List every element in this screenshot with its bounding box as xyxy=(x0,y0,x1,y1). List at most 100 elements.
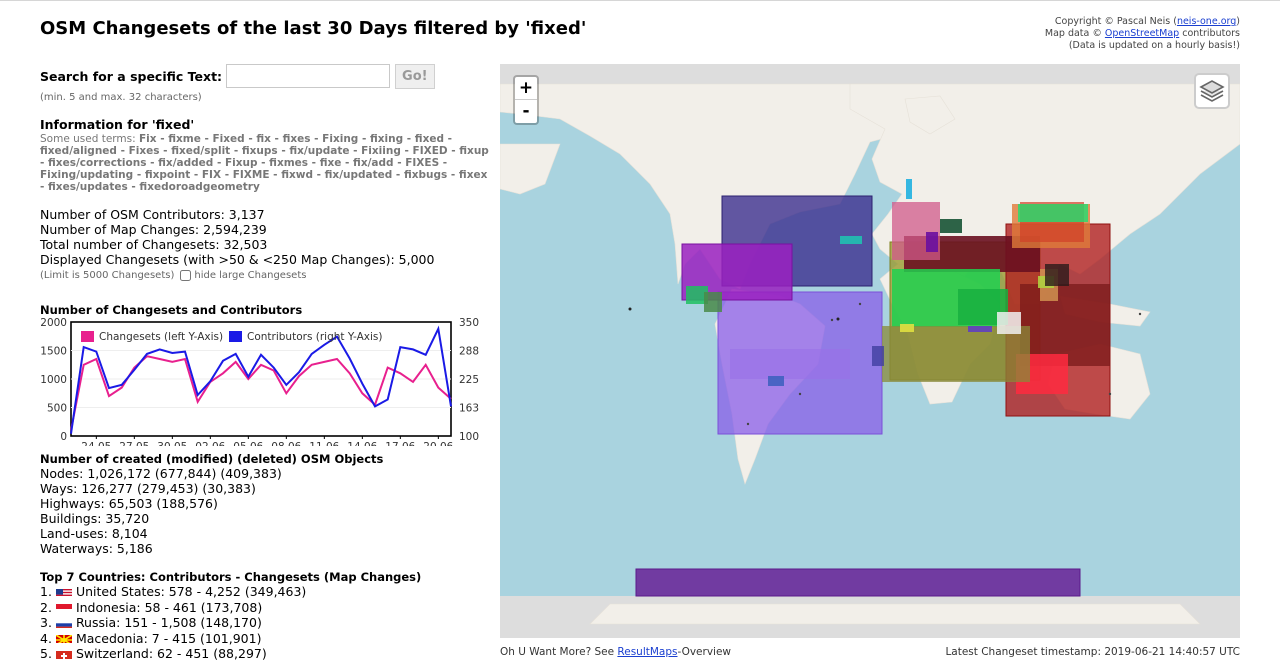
ways-stat: Ways: 126,277 (279,453) (30,383) xyxy=(40,481,256,496)
legend-label: Changesets (left Y-Axis) xyxy=(99,331,223,343)
footer-more: Oh U Want More? See ResultMaps-Overview xyxy=(500,646,731,658)
contributors-count: Number of OSM Contributors: 3,137 xyxy=(40,207,265,222)
legend-swatch xyxy=(229,331,242,342)
limit-row: (Limit is 5000 Changesets) hide large Ch… xyxy=(40,268,490,283)
legend-swatch xyxy=(81,331,94,342)
y-left-tick-label: 1000 xyxy=(40,374,67,386)
resultmaps-link[interactable]: ResultMaps xyxy=(617,646,678,658)
country-rank: 3. xyxy=(40,615,52,630)
neis-one-link[interactable]: neis-one.org xyxy=(1176,16,1237,27)
country-text: Macedonia: 7 - 415 (101,901) xyxy=(75,630,262,646)
displayed-changesets: Displayed Changesets (with >50 & <250 Ma… xyxy=(40,252,435,267)
map-canvas[interactable] xyxy=(500,64,1240,638)
series-line-changesets xyxy=(70,355,452,431)
waterways-stat: Waterways: 5,186 xyxy=(40,541,153,556)
russia-flag-icon xyxy=(55,618,72,628)
left-panel: Search for a specific Text: Go! (min. 5 … xyxy=(40,62,490,662)
series-line-contributors xyxy=(70,325,452,434)
total-changesets: Total number of Changesets: 32,503 xyxy=(40,237,268,252)
country-row: 4. Macedonia: 7 - 415 (101,901) xyxy=(40,631,490,647)
top-countries-title: Top 7 Countries: Contributors - Changese… xyxy=(40,570,422,584)
objects-list: Nodes: 1,026,172 (677,844) (409,383) Way… xyxy=(40,466,490,556)
footer-more-text: Oh U Want More? See xyxy=(500,646,618,658)
country-row: 1. United States: 578 - 4,252 (349,463) xyxy=(40,584,490,600)
terms-list: Fix - fixme - Fixed - fix - fixes - Fixi… xyxy=(40,133,489,193)
y-right-tick-label: 288 xyxy=(459,346,479,358)
country-rank: 2. xyxy=(40,599,52,615)
y-left-tick-label: 500 xyxy=(47,403,67,415)
nodes-stat: Nodes: 1,026,172 (677,844) (409,383) xyxy=(40,466,282,481)
legend-label: Contributors (right Y-Axis) xyxy=(247,331,382,343)
contributors-text: contributors xyxy=(1179,28,1240,39)
country-row: 5. Switzerland: 62 - 451 (88,297) xyxy=(40,646,490,662)
page-title: OSM Changesets of the last 30 Days filte… xyxy=(40,18,587,39)
country-row: 2. Indonesia: 58 - 461 (173,708) xyxy=(40,600,490,616)
country-row: 3. Russia: 151 - 1,508 (148,170) xyxy=(40,615,490,631)
y-right-tick-label: 350 xyxy=(459,318,479,329)
copyright-notice: Copyright © Pascal Neis (neis-one.org) M… xyxy=(1045,16,1240,52)
zoom-control: + - xyxy=(513,75,539,125)
copyright-text-end: ) xyxy=(1236,16,1240,27)
x-tick-label: 14.06 xyxy=(347,441,377,446)
update-note: (Data is updated on a hourly basis!) xyxy=(1068,40,1240,51)
y-left-tick-label: 0 xyxy=(60,431,67,443)
map-changes-count: Number of Map Changes: 2,594,239 xyxy=(40,222,267,237)
country-rank: 5. xyxy=(40,646,52,661)
country-text: Russia: 151 - 1,508 (148,170) xyxy=(75,615,262,630)
x-tick-label: 17.06 xyxy=(385,441,415,446)
y-left-tick-label: 1500 xyxy=(40,346,67,358)
changeset-map[interactable]: + - xyxy=(500,64,1240,638)
us-flag-icon xyxy=(55,587,72,597)
country-rank: 4. xyxy=(40,630,52,646)
top-countries-list: 1. United States: 578 - 4,252 (349,463) … xyxy=(40,584,490,662)
x-tick-label: 27.05 xyxy=(119,441,149,446)
go-button[interactable]: Go! xyxy=(395,63,435,89)
copyright-text: Copyright © Pascal Neis ( xyxy=(1054,16,1177,27)
x-tick-label: 30.05 xyxy=(157,441,187,446)
search-hint: (min. 5 and max. 32 characters) xyxy=(40,92,202,103)
search-input[interactable] xyxy=(226,64,391,88)
top-border xyxy=(0,0,1280,1)
country-text: Switzerland: 62 - 451 (88,297) xyxy=(75,646,267,661)
macedonia-flag-icon xyxy=(55,633,72,644)
y-left-tick-label: 2000 xyxy=(40,318,67,329)
terms-intro: Some used terms: xyxy=(40,133,139,145)
x-tick-label: 08.06 xyxy=(271,441,301,446)
country-text: United States: 578 - 4,252 (349,463) xyxy=(75,584,307,599)
footer-overview-text: -Overview xyxy=(677,646,731,658)
openstreetmap-link[interactable]: OpenStreetMap xyxy=(1104,28,1180,39)
info-title: Information for 'fixed' xyxy=(40,117,195,132)
changeset-boxes[interactable] xyxy=(628,179,1142,597)
search-row: Search for a specific Text: Go! xyxy=(40,62,490,90)
layers-button[interactable] xyxy=(1194,73,1230,109)
limit-note: (Limit is 5000 Changesets) xyxy=(40,270,175,281)
x-tick-label: 02.06 xyxy=(195,441,225,446)
hide-large-checkbox[interactable] xyxy=(180,270,192,281)
chart-title: Number of Changesets and Contributors xyxy=(40,303,303,317)
landuses-stat: Land-uses: 8,104 xyxy=(40,526,148,541)
indonesia-flag-icon xyxy=(55,602,72,613)
x-tick-label: 20.06 xyxy=(423,441,453,446)
hide-large-label[interactable]: hide large Changesets xyxy=(194,270,307,281)
objects-title: Number of created (modified) (deleted) O… xyxy=(40,452,384,466)
y-right-tick-label: 163 xyxy=(459,403,479,415)
y-right-tick-label: 100 xyxy=(459,431,479,443)
layers-icon xyxy=(1199,80,1225,102)
highways-stat: Highways: 65,503 (188,576) xyxy=(40,496,218,511)
switzerland-flag-icon xyxy=(55,649,72,659)
map-data-text: Map data © xyxy=(1044,28,1105,39)
zoom-in-button[interactable]: + xyxy=(515,77,537,100)
x-tick-label: 05.06 xyxy=(233,441,263,446)
country-text: Indonesia: 58 - 461 (173,708) xyxy=(75,599,263,615)
y-right-tick-label: 225 xyxy=(459,374,479,386)
latest-timestamp: Latest Changeset timestamp: 2019-06-21 1… xyxy=(945,646,1240,658)
changesets-chart: 0 500 1000 1500 2000 100 163 225 288 350 24.05 27.0… xyxy=(40,318,479,446)
country-rank: 1. xyxy=(40,584,52,599)
x-tick-label: 11.06 xyxy=(309,441,339,446)
stats-block: Number of OSM Contributors: 3,137 Number… xyxy=(40,207,490,283)
search-label: Search for a specific Text: xyxy=(40,68,223,84)
used-terms: Some used terms: Fix - fixme - Fixed - f… xyxy=(40,133,490,193)
buildings-stat: Buildings: 35,720 xyxy=(40,511,150,526)
x-tick-label: 24.05 xyxy=(81,441,111,446)
zoom-out-button[interactable]: - xyxy=(522,101,530,121)
